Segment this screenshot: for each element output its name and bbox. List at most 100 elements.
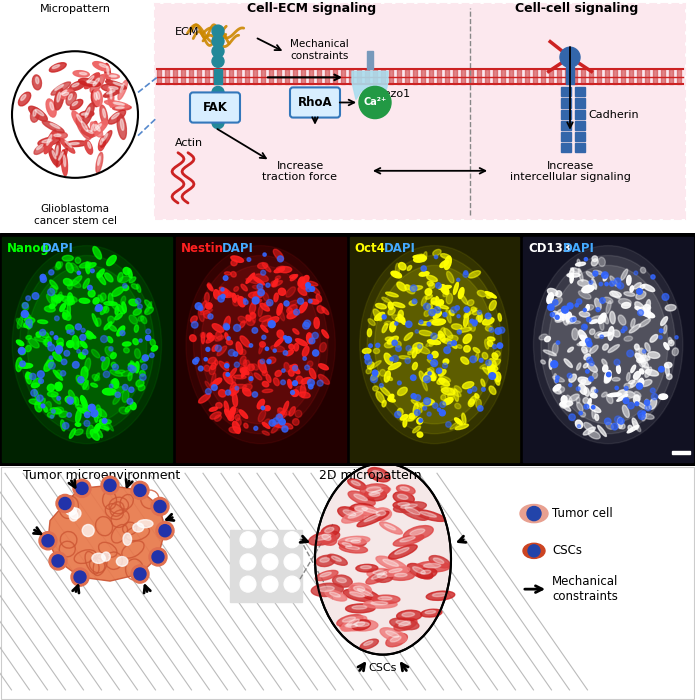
Ellipse shape [136,362,139,372]
Ellipse shape [338,507,363,521]
Ellipse shape [489,368,493,374]
Ellipse shape [72,83,79,87]
Ellipse shape [340,622,365,631]
Circle shape [63,423,69,429]
Ellipse shape [208,357,216,363]
Ellipse shape [644,304,651,310]
Ellipse shape [562,311,569,325]
Ellipse shape [100,293,106,300]
Ellipse shape [26,335,31,340]
Ellipse shape [273,378,279,386]
Circle shape [587,342,592,346]
Ellipse shape [413,256,423,258]
Ellipse shape [592,279,596,289]
Ellipse shape [59,138,75,153]
Circle shape [634,271,638,275]
Ellipse shape [464,346,471,352]
Bar [661,69,665,85]
Ellipse shape [443,398,453,405]
Ellipse shape [79,111,94,118]
Circle shape [584,325,587,328]
Circle shape [448,342,452,346]
Circle shape [76,482,88,494]
Ellipse shape [212,323,224,332]
Circle shape [480,358,483,362]
Ellipse shape [253,276,264,285]
Ellipse shape [309,531,340,545]
Ellipse shape [113,83,122,86]
Ellipse shape [95,125,100,131]
Ellipse shape [426,591,455,601]
Ellipse shape [489,358,496,367]
Circle shape [273,349,277,352]
Circle shape [304,365,309,370]
Ellipse shape [648,351,660,358]
Circle shape [602,272,608,279]
Bar [173,69,177,85]
Ellipse shape [589,405,600,412]
Text: Cell-cell signaling: Cell-cell signaling [515,2,638,15]
Ellipse shape [252,286,263,290]
Ellipse shape [91,124,94,132]
Ellipse shape [640,267,646,273]
Ellipse shape [447,272,454,283]
Circle shape [67,397,74,404]
Ellipse shape [60,420,65,431]
Ellipse shape [271,424,279,433]
Ellipse shape [407,414,418,421]
Ellipse shape [289,344,294,349]
Circle shape [423,303,430,310]
Circle shape [240,532,256,548]
Ellipse shape [423,375,429,381]
Ellipse shape [442,339,452,344]
Ellipse shape [55,297,61,303]
Ellipse shape [140,316,147,323]
Ellipse shape [586,272,594,278]
Ellipse shape [443,291,448,297]
Ellipse shape [322,535,331,540]
Ellipse shape [357,511,389,527]
Ellipse shape [129,277,136,283]
Ellipse shape [444,256,451,270]
Bar [485,69,489,85]
Ellipse shape [427,281,434,286]
Ellipse shape [348,479,366,489]
Ellipse shape [150,340,156,346]
Ellipse shape [90,383,97,387]
Ellipse shape [579,384,587,394]
Ellipse shape [83,405,93,412]
Circle shape [439,410,445,416]
Circle shape [49,552,67,570]
Ellipse shape [54,88,64,110]
Ellipse shape [236,419,241,426]
Ellipse shape [92,62,110,71]
Ellipse shape [257,400,265,409]
Ellipse shape [77,407,88,414]
Ellipse shape [215,402,222,408]
Circle shape [610,281,614,286]
Circle shape [406,346,411,351]
Bar [566,67,574,85]
Circle shape [31,390,38,396]
Circle shape [30,373,36,379]
Ellipse shape [584,388,589,396]
Ellipse shape [570,316,576,323]
Circle shape [254,426,258,430]
Ellipse shape [436,297,441,309]
Circle shape [52,555,64,567]
Ellipse shape [234,375,246,379]
Circle shape [379,384,383,387]
Bar [637,69,641,85]
Ellipse shape [458,328,471,332]
Ellipse shape [66,325,74,332]
Circle shape [560,47,580,67]
Circle shape [115,392,120,398]
Ellipse shape [336,578,346,582]
Ellipse shape [66,262,74,273]
Ellipse shape [577,259,580,267]
Bar [672,451,690,454]
Circle shape [376,343,380,347]
Ellipse shape [121,296,126,304]
Ellipse shape [398,262,406,270]
Ellipse shape [306,332,313,344]
